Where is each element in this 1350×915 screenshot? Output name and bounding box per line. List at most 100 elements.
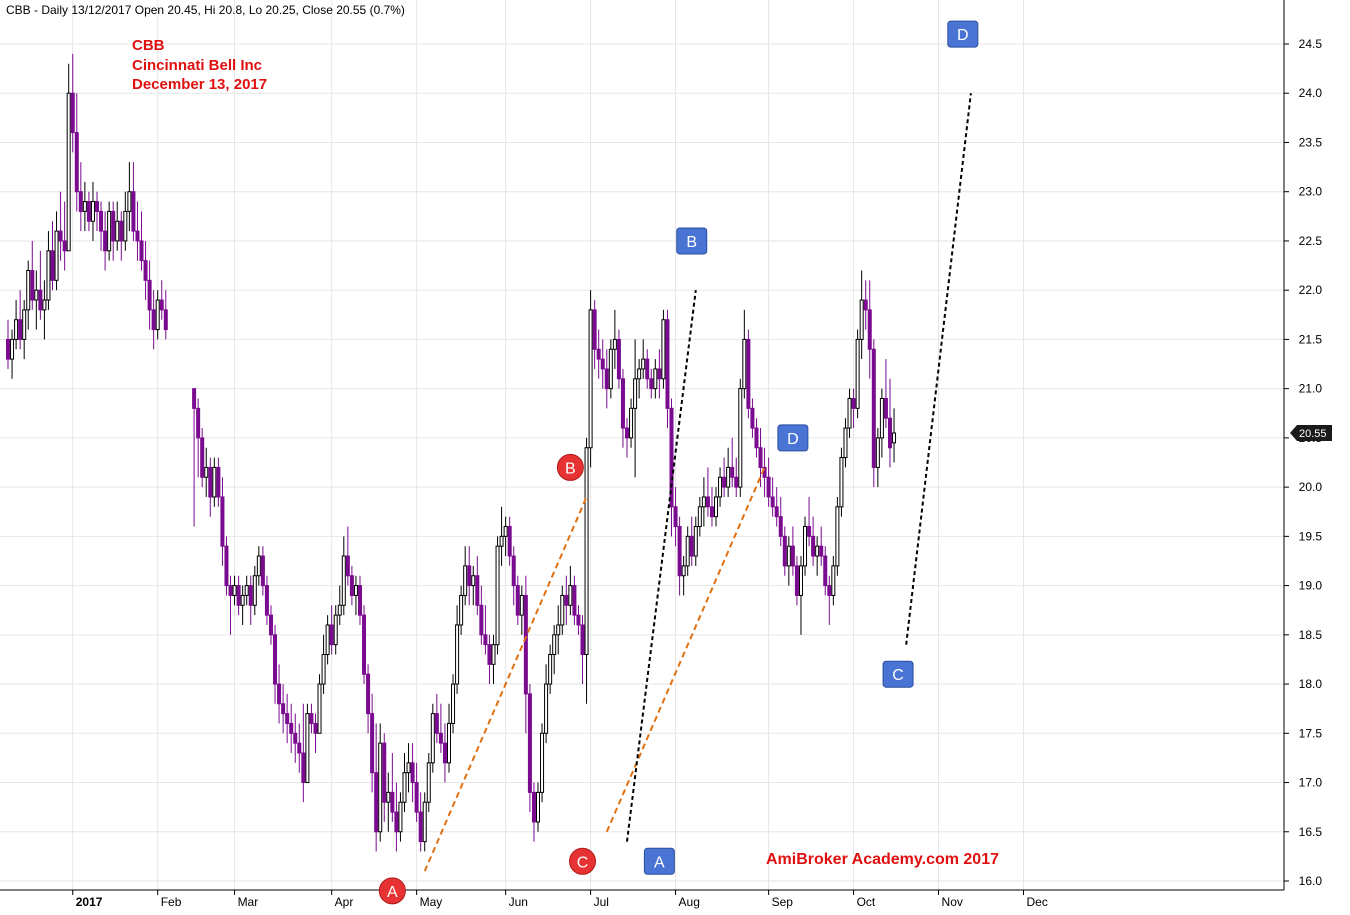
marker-label: D <box>957 27 969 44</box>
candle <box>349 565 354 606</box>
candle <box>394 782 399 852</box>
candle-body-up <box>685 535 690 567</box>
candle <box>418 792 423 852</box>
candle <box>317 674 322 734</box>
candle <box>410 743 415 803</box>
y-tick-label: 24.5 <box>1299 37 1323 51</box>
candle-body-down <box>38 289 43 311</box>
candle <box>119 211 124 261</box>
candle <box>34 270 39 330</box>
title-ticker: CBB <box>132 37 165 54</box>
wave-markers: A B C A B D C D <box>378 20 979 905</box>
marker-square <box>676 227 708 255</box>
candle <box>264 575 269 625</box>
candle <box>159 280 164 320</box>
candle-body-up <box>426 762 431 803</box>
candle-body-up <box>46 250 51 301</box>
candle-body-up <box>718 476 723 498</box>
candle <box>131 162 136 241</box>
candle-body-down <box>410 762 415 784</box>
candle-body-up <box>455 624 460 685</box>
candle <box>434 693 439 744</box>
candle <box>782 526 787 576</box>
candle <box>260 546 265 596</box>
candle <box>341 536 346 616</box>
y-tick-label: 19.5 <box>1299 529 1323 543</box>
candle <box>353 575 358 616</box>
candle <box>515 575 520 625</box>
candle <box>22 300 27 360</box>
candle <box>232 575 237 606</box>
candle-body-down <box>625 427 630 439</box>
candle-body-up <box>633 378 638 409</box>
candle-body-up <box>22 309 27 340</box>
candle-body-down <box>74 132 79 193</box>
y-tick-label: 23.0 <box>1299 185 1323 199</box>
last-price-value: 20.55 <box>1299 428 1327 440</box>
candle-body-up <box>875 437 880 468</box>
candle-body-down <box>418 811 423 843</box>
candle-body-down <box>58 230 63 242</box>
marker-label: B <box>565 460 576 477</box>
candle <box>107 201 112 261</box>
candle-body-down <box>111 210 116 242</box>
candle-body-down <box>669 407 674 508</box>
x-tick-label: Nov <box>942 895 963 909</box>
candle-body-up <box>560 594 565 626</box>
candle <box>576 605 581 635</box>
candle-body-down <box>86 201 91 222</box>
candle <box>738 378 743 497</box>
candle <box>548 644 553 694</box>
x-tick-label: 2017 <box>76 895 103 909</box>
candle-body-up <box>584 447 589 656</box>
candle-body-up <box>859 299 864 340</box>
candle-body-up <box>107 210 112 252</box>
candle <box>653 359 658 399</box>
candle-body-up <box>612 338 617 350</box>
candle-body-up <box>26 269 31 311</box>
candle-body-down <box>580 624 585 656</box>
candle-body-up <box>544 683 549 734</box>
candle-body-up <box>831 565 836 596</box>
candle-body-up <box>839 457 844 508</box>
candle <box>726 447 731 497</box>
candle-body-down <box>883 397 888 419</box>
candle <box>604 349 609 409</box>
candle-body-down <box>70 92 75 134</box>
candle <box>208 457 213 517</box>
candle-body-down <box>811 535 816 557</box>
candle <box>321 634 326 694</box>
candle <box>289 703 294 753</box>
candle <box>887 378 892 468</box>
candle <box>685 526 690 576</box>
candle-body-down <box>576 614 581 626</box>
y-tick-label: 17.0 <box>1299 776 1323 790</box>
candle <box>835 496 840 576</box>
candle <box>823 546 828 596</box>
candle-body-down <box>329 624 334 646</box>
candle <box>139 211 144 271</box>
candle <box>281 684 286 734</box>
x-tick-label: Aug <box>679 895 700 909</box>
candle <box>790 526 795 576</box>
candle-body-down <box>382 742 387 803</box>
candle-body-down <box>887 417 892 449</box>
candle-body-down <box>18 319 23 340</box>
candle-body-down <box>665 319 670 409</box>
candle-body-down <box>62 240 67 252</box>
candle <box>426 752 431 813</box>
candle <box>734 457 739 497</box>
candle-body-down <box>649 378 654 390</box>
candle-body-down <box>374 772 379 833</box>
candle-body-down <box>236 585 241 606</box>
candle-body-up <box>835 506 840 567</box>
candle-body-up <box>10 338 15 360</box>
candle-body-down <box>438 732 443 744</box>
candle <box>438 703 443 753</box>
candle-body-down <box>604 368 609 390</box>
candle <box>50 221 55 291</box>
candle <box>313 713 318 753</box>
candle <box>370 693 375 793</box>
x-tick-label: Mar <box>238 895 259 909</box>
candle <box>430 703 435 773</box>
